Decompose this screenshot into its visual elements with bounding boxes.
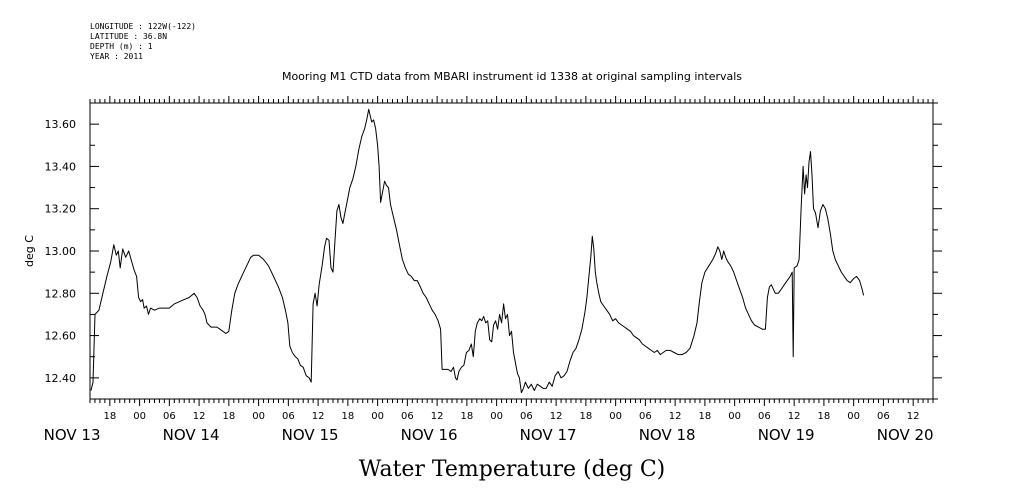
x-day-label: NOV 13 bbox=[44, 426, 101, 444]
x-hour-label: 06 bbox=[282, 411, 295, 422]
y-tick-label: 12.40 bbox=[45, 372, 77, 385]
y-tick-label: 13.20 bbox=[45, 203, 77, 216]
y-axis-ticks: 12.40 12.60 12.80 13.00 13.20 13.40 13.60 bbox=[45, 102, 942, 400]
x-hour-label: 18 bbox=[818, 411, 831, 422]
x-hour-label: 12 bbox=[431, 411, 444, 422]
x-hour-label: 00 bbox=[609, 411, 622, 422]
y-tick-label: 13.40 bbox=[45, 160, 77, 173]
x-hour-label: 06 bbox=[877, 411, 890, 422]
bottom-ticks bbox=[89, 399, 934, 406]
y-tick-label: 12.80 bbox=[45, 287, 77, 300]
x-hour-label: 00 bbox=[728, 411, 741, 422]
x-day-label: NOV 17 bbox=[520, 426, 577, 444]
x-hour-label: 18 bbox=[222, 411, 235, 422]
x-hour-label: 00 bbox=[847, 411, 860, 422]
x-hour-label: 12 bbox=[788, 411, 801, 422]
x-hour-label: 00 bbox=[252, 411, 265, 422]
x-hour-label: 18 bbox=[341, 411, 354, 422]
x-hour-label: 18 bbox=[461, 411, 474, 422]
x-axis-label: Water Temperature (deg C) bbox=[359, 457, 666, 482]
y-tick-label: 13.00 bbox=[45, 245, 77, 258]
x-hour-label: 00 bbox=[490, 411, 503, 422]
x-hour-label: 12 bbox=[669, 411, 682, 422]
x-hour-label: 00 bbox=[371, 411, 384, 422]
year-text: YEAR : 2011 bbox=[90, 52, 143, 61]
x-hour-label: 00 bbox=[133, 411, 146, 422]
series-line bbox=[90, 108, 865, 394]
x-day-labels: NOV 13 NOV 14 NOV 15 NOV 16 NOV 17 NOV 18 NOV … bbox=[44, 426, 934, 444]
x-hour-label: 18 bbox=[103, 411, 116, 422]
chart-title: Mooring M1 CTD data from MBARI instrumen… bbox=[282, 70, 742, 83]
x-day-label: NOV 14 bbox=[163, 426, 220, 444]
series-group bbox=[90, 108, 865, 394]
longitude-text: LONGITUDE : 122W(-122) bbox=[90, 22, 196, 31]
y-tick-label: 12.60 bbox=[45, 330, 77, 343]
x-day-label: NOV 18 bbox=[639, 426, 696, 444]
x-hour-label: 18 bbox=[580, 411, 593, 422]
y-axis-label: deg C bbox=[23, 235, 36, 267]
x-day-label: NOV 19 bbox=[758, 426, 815, 444]
depth-text: DEPTH (m) : 1 bbox=[90, 42, 153, 51]
x-day-label: NOV 20 bbox=[877, 426, 934, 444]
x-hour-label: 12 bbox=[550, 411, 563, 422]
plot-frame bbox=[89, 102, 934, 400]
x-hour-label: 06 bbox=[758, 411, 771, 422]
latitude-text: LATITUDE : 36.8N bbox=[90, 32, 168, 41]
x-hour-label: 12 bbox=[907, 411, 920, 422]
header-info: LONGITUDE : 122W(-122) LATITUDE : 36.8N … bbox=[90, 22, 196, 62]
top-minor-ticks bbox=[89, 96, 934, 103]
x-hour-labels: 18 00 06 12 18 00 06 12 18 00 06 12 18 00 06 12 18 00 06 12… bbox=[103, 411, 919, 422]
x-hour-label: 12 bbox=[312, 411, 325, 422]
x-hour-label: 06 bbox=[520, 411, 533, 422]
x-hour-label: 12 bbox=[193, 411, 206, 422]
x-hour-label: 06 bbox=[163, 411, 176, 422]
y-tick-label: 13.60 bbox=[45, 118, 77, 131]
x-hour-label: 18 bbox=[699, 411, 712, 422]
x-day-label: NOV 16 bbox=[401, 426, 458, 444]
x-hour-label: 06 bbox=[401, 411, 414, 422]
x-hour-label: 06 bbox=[639, 411, 652, 422]
x-day-label: NOV 15 bbox=[282, 426, 339, 444]
